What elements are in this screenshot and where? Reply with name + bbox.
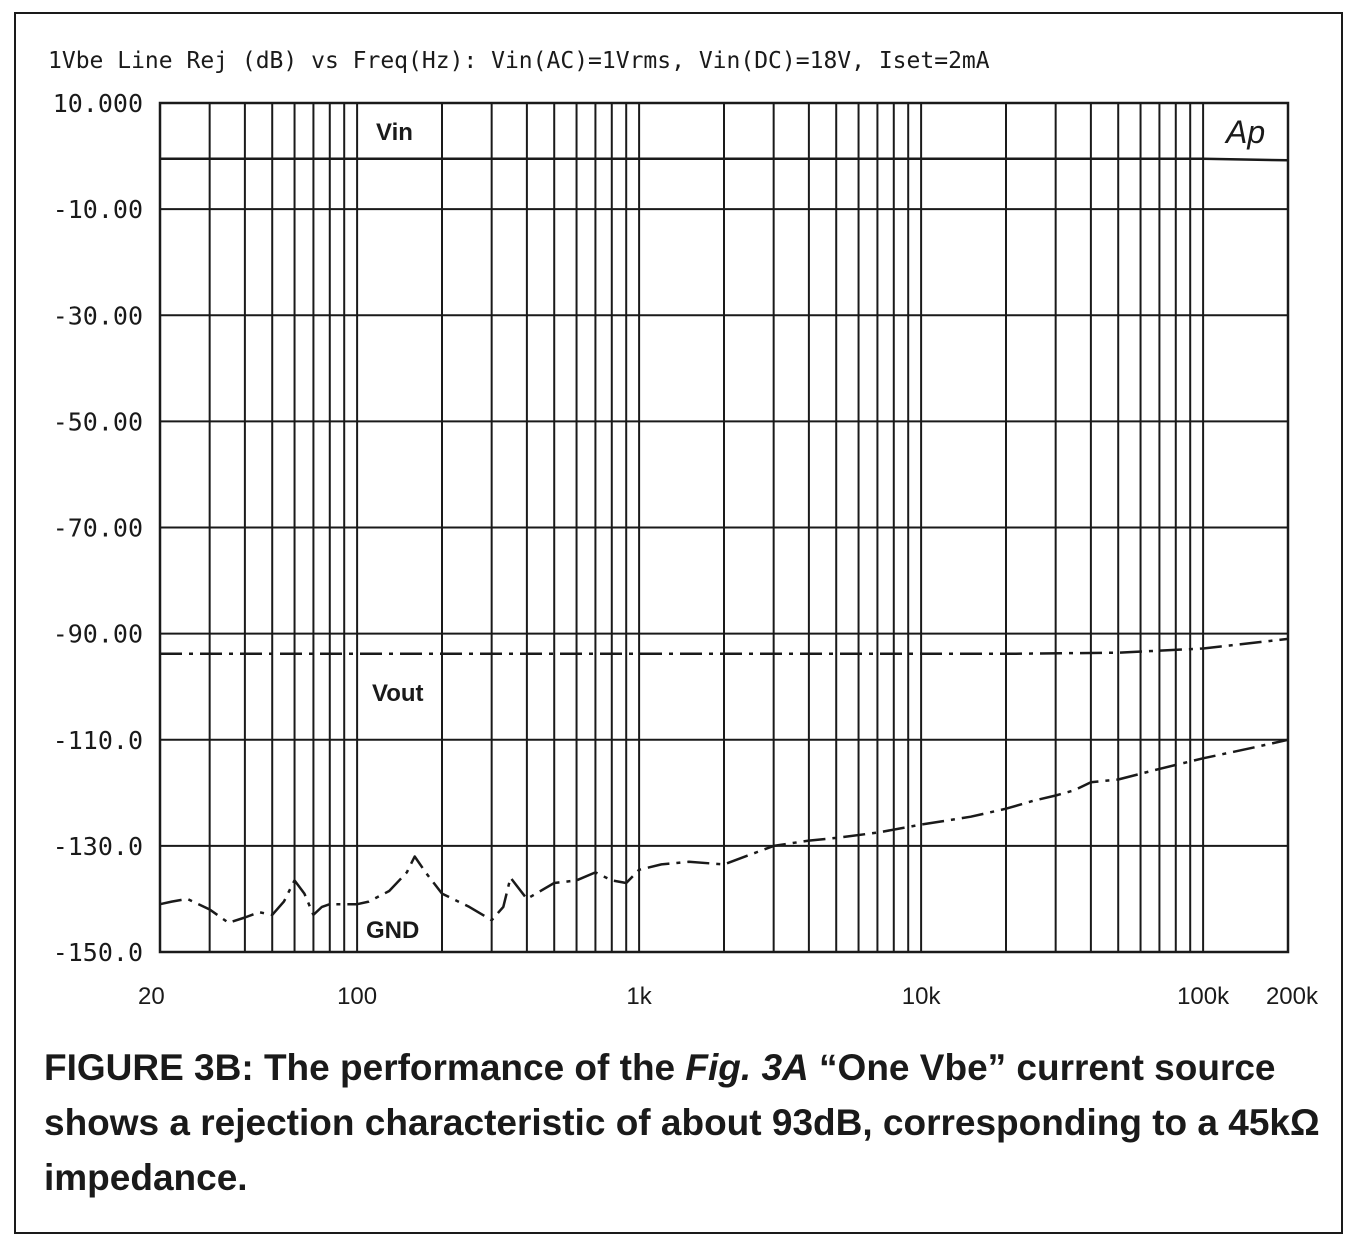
series-label-gnd: GND <box>366 917 419 944</box>
y-tick-label: -90.00 <box>53 620 143 649</box>
figure-frame <box>14 12 1343 1234</box>
y-tick-label: -150.0 <box>53 938 143 967</box>
plot-border <box>158 101 1290 954</box>
y-tick-label: -50.00 <box>53 407 143 436</box>
x-tick-label: 20 <box>138 983 165 1010</box>
grid <box>158 101 1290 954</box>
caption-prefix: FIGURE 3B: The performance of the <box>44 1047 686 1088</box>
y-tick-label: -70.00 <box>53 514 143 543</box>
x-axis-ticks: 20 100 1k 10k 100k 200k <box>138 983 1319 1010</box>
y-tick-label: -110.0 <box>53 726 143 755</box>
y-tick-label: 10.000 <box>53 89 143 118</box>
chart-title: 1Vbe Line Rej (dB) vs Freq(Hz): Vin(AC)=… <box>48 48 990 74</box>
y-tick-label: -30.00 <box>53 301 143 330</box>
series-line-vout <box>160 637 1289 656</box>
figure-caption: FIGURE 3B: The performance of the Fig. 3… <box>44 1040 1329 1205</box>
caption-figure-ref: Fig. 3A <box>685 1047 809 1088</box>
series-line-vin <box>160 157 1289 162</box>
x-tick-label: 200k <box>1266 983 1319 1010</box>
y-tick-label: -10.00 <box>53 195 143 224</box>
series-label-vin: Vin <box>376 119 413 146</box>
y-axis-ticks: 10.000 -10.00 -30.00 -50.00 -70.00 -90.00 -110… <box>53 89 143 967</box>
x-tick-label: 1k <box>626 983 652 1010</box>
x-tick-label: 10k <box>902 983 942 1010</box>
x-tick-label: 100 <box>337 983 377 1010</box>
series-line-gnd <box>159 738 1289 925</box>
series <box>159 157 1289 925</box>
x-tick-label: 100k <box>1177 983 1230 1010</box>
chart: 1Vbe Line Rej (dB) vs Freq(Hz): Vin(AC)=… <box>48 48 1319 1010</box>
series-label-vout: Vout <box>372 680 424 707</box>
caption-body: “One Vbe” current source shows a rejecti… <box>44 1047 1320 1198</box>
y-tick-label: -130.0 <box>53 832 143 861</box>
ap-logo: Ap <box>1224 114 1265 150</box>
